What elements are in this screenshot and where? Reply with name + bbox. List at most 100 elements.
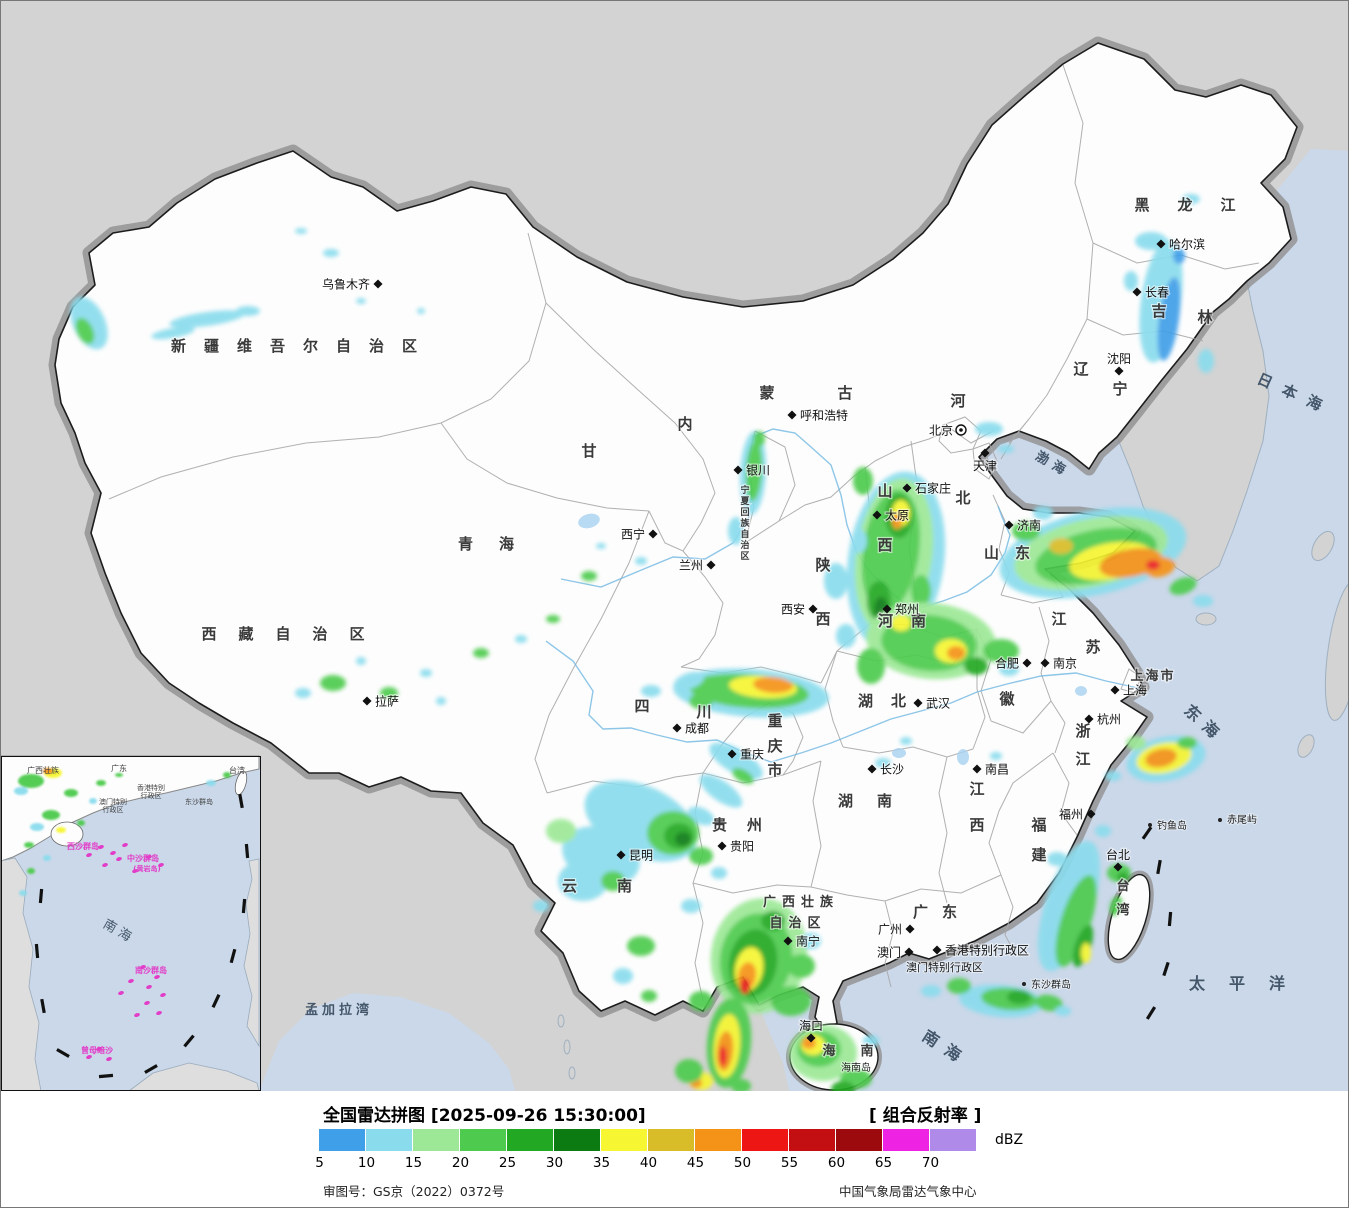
inset-island-dot xyxy=(122,843,128,847)
colorbar-segment xyxy=(883,1129,929,1151)
radar-echo xyxy=(947,978,971,994)
radar-echo xyxy=(1095,825,1111,837)
city-label: 长沙 xyxy=(880,763,904,777)
nine-dash-segment xyxy=(56,1048,70,1058)
province-label: 山 xyxy=(877,482,892,500)
city-marker: 哈尔滨 xyxy=(1156,235,1206,253)
radar-echo xyxy=(236,306,260,316)
radar-echo xyxy=(681,899,701,913)
credit-label: 中国气象局雷达气象中心 xyxy=(839,1184,977,1199)
radar-echo xyxy=(824,563,848,599)
radar-echo xyxy=(740,978,750,994)
province-label: 山东 xyxy=(984,544,1046,562)
nine-dash-segment xyxy=(1141,826,1153,840)
nine-dash-segment xyxy=(1167,911,1173,927)
city-marker: 南京 xyxy=(1040,654,1078,672)
colorbar-tick: 5 xyxy=(315,1155,324,1171)
radar-echo xyxy=(875,758,891,768)
radar-echo xyxy=(43,855,51,861)
nine-dash-segment xyxy=(38,888,44,904)
radar-echo xyxy=(1182,194,1200,204)
colorbar-segment xyxy=(836,1129,882,1151)
japan-island xyxy=(1297,734,1315,758)
city-marker: 福州 xyxy=(1058,805,1096,823)
inset-label: 南沙群岛 xyxy=(135,965,167,975)
radar-echo xyxy=(558,861,608,901)
colorbar-tick: 10 xyxy=(357,1155,376,1171)
city-marker: 济南 xyxy=(1004,516,1042,534)
province-label: 甘 xyxy=(581,442,596,460)
city-diamond-icon xyxy=(1113,862,1123,872)
radar-echo xyxy=(30,823,44,831)
radar-echo xyxy=(709,742,763,780)
nine-dash-segment xyxy=(1162,961,1170,977)
province-label: 庆 xyxy=(767,737,782,755)
nine-dash-segment xyxy=(144,1064,158,1074)
city-label: 海口 xyxy=(799,1018,823,1033)
capital-icon xyxy=(955,424,967,436)
radar-echo xyxy=(546,615,560,623)
radar-echo xyxy=(627,936,655,956)
radar-echo xyxy=(921,985,941,997)
radar-echo xyxy=(1198,349,1214,373)
radar-echo xyxy=(689,847,713,865)
radar-echo xyxy=(891,615,911,631)
radar-echo xyxy=(801,933,821,949)
colorbar-tick: 65 xyxy=(874,1155,893,1171)
radar-echo xyxy=(675,1059,703,1083)
province-label: 苏 xyxy=(1085,638,1100,656)
colorbar-segment xyxy=(742,1129,788,1151)
radar-echo xyxy=(964,657,988,675)
radar-echo xyxy=(998,445,1014,453)
colorbar-tick: 70 xyxy=(921,1155,940,1171)
yangtze-river xyxy=(545,640,1142,763)
radar-echo xyxy=(43,768,53,774)
radar-echo xyxy=(1117,872,1129,882)
radar-echo xyxy=(19,890,27,896)
city-marker: 昆明 xyxy=(616,847,654,864)
province-label: 林 xyxy=(1197,308,1213,326)
city-marker: 台北 xyxy=(1105,846,1131,872)
inset-island-dot xyxy=(102,863,108,867)
city-label: 台北 xyxy=(1106,847,1130,862)
province-label: 台 xyxy=(1116,878,1129,894)
nine-dash-segment xyxy=(241,898,247,914)
japan-island xyxy=(1311,530,1335,562)
inset-island-dot xyxy=(118,991,124,995)
province-label: 江 xyxy=(1075,750,1090,768)
city-marker: 贵阳 xyxy=(717,838,755,855)
radar-echo xyxy=(900,737,912,745)
city-label: 南昌 xyxy=(985,762,1009,777)
nine-dash-segment xyxy=(98,1073,114,1079)
city-diamond-icon xyxy=(672,723,682,733)
colorbar-tick: 25 xyxy=(498,1155,517,1171)
city-marker: 西安 xyxy=(780,600,818,618)
province-label: 蒙 xyxy=(759,384,774,402)
qinghai-lake xyxy=(578,513,600,529)
province-label: 内 xyxy=(677,415,692,433)
city-marker: 上海 xyxy=(1110,681,1148,699)
rivers-layer xyxy=(545,428,1142,765)
province-label: 湾 xyxy=(1116,902,1129,918)
jeju-island xyxy=(1195,612,1217,626)
province-label: 上海市 xyxy=(1130,668,1175,684)
inset-island-dot xyxy=(158,863,164,867)
japan-island xyxy=(1324,581,1348,721)
radar-echo xyxy=(911,575,931,607)
province-label: 陕 xyxy=(815,556,830,574)
province-labels-layer: 新疆维吾尔自治区西藏自治区青海甘内蒙古河北山西 山东陕西 河南 江苏徽上海市浙江湖北四… xyxy=(170,195,1237,1061)
city-label: 广州 xyxy=(878,923,902,937)
city-marker: 长春 xyxy=(1132,284,1170,301)
island-label: 澳门特别行政区 xyxy=(906,960,983,974)
inset-island-dot xyxy=(140,965,146,969)
city-label: 澳门 xyxy=(877,945,901,960)
radar-echo xyxy=(990,752,1002,760)
colorbar-tick: 60 xyxy=(827,1155,846,1171)
colorbar-segment xyxy=(648,1129,694,1151)
city-diamond-icon xyxy=(1004,520,1014,530)
radar-echo xyxy=(323,249,339,257)
yellow-river xyxy=(560,428,1011,608)
city-marker: 南昌 xyxy=(972,760,1010,778)
